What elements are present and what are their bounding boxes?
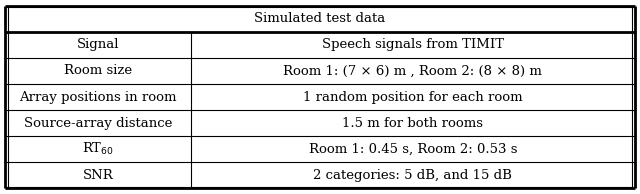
Text: Array positions in room: Array positions in room (19, 90, 177, 104)
Text: Signal: Signal (77, 38, 119, 51)
Text: Source-array distance: Source-array distance (24, 117, 172, 130)
Text: 1 random position for each room: 1 random position for each room (303, 90, 523, 104)
Text: Speech signals from TIMIT: Speech signals from TIMIT (322, 38, 504, 51)
Text: Room size: Room size (64, 64, 132, 77)
Text: 2 categories: 5 dB, and 15 dB: 2 categories: 5 dB, and 15 dB (314, 169, 513, 182)
Text: Room 1: 0.45 s, Room 2: 0.53 s: Room 1: 0.45 s, Room 2: 0.53 s (308, 143, 517, 156)
Text: Room 1: (7 × 6) m , Room 2: (8 × 8) m: Room 1: (7 × 6) m , Room 2: (8 × 8) m (284, 64, 542, 77)
Text: RT$_{60}$: RT$_{60}$ (82, 141, 114, 157)
Text: 1.5 m for both rooms: 1.5 m for both rooms (342, 117, 483, 130)
Text: Simulated test data: Simulated test data (254, 12, 386, 25)
Text: SNR: SNR (83, 169, 113, 182)
